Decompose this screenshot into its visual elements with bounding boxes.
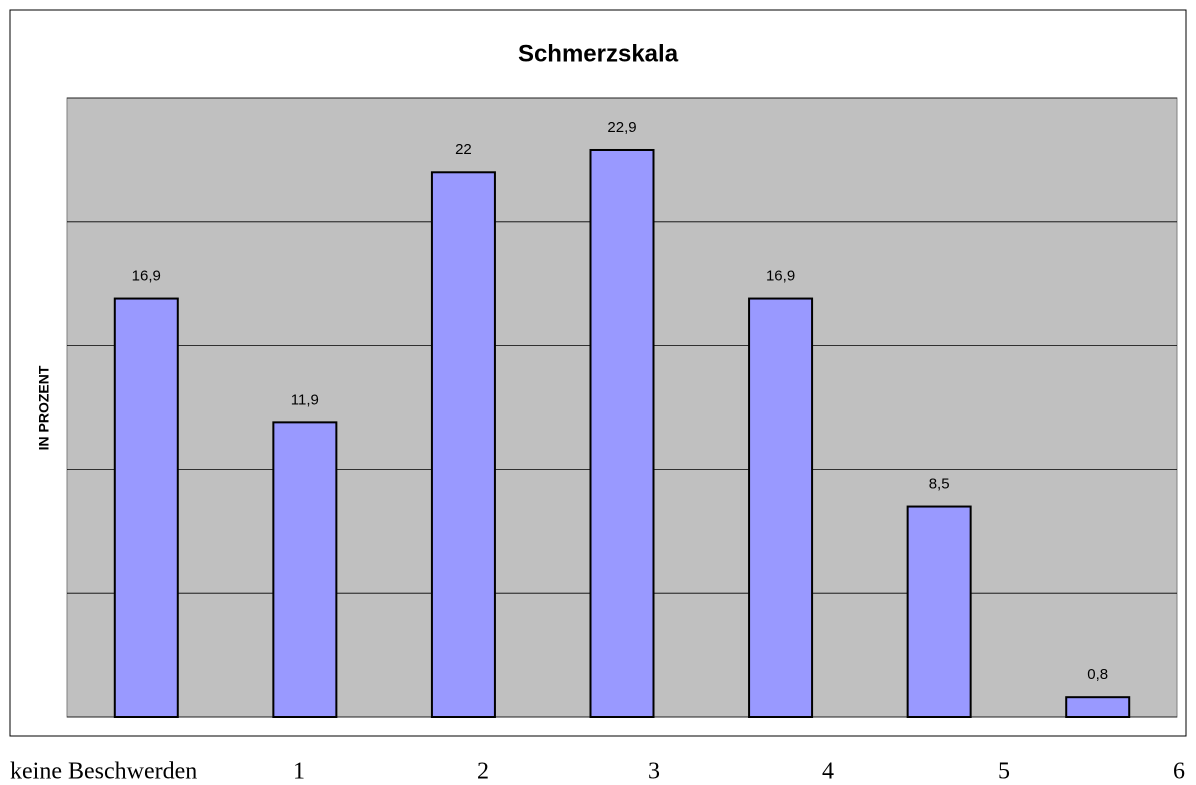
bar [430, 171, 496, 718]
bar [272, 421, 338, 718]
x-tick-label: 3 [648, 759, 660, 785]
bar [1065, 696, 1131, 719]
value-label: 22,9 [607, 119, 636, 136]
value-label: 8,5 [929, 476, 950, 493]
bar [589, 148, 655, 719]
x-tick-label: keine Beschwerden [10, 759, 197, 785]
value-label: 16,9 [132, 268, 161, 285]
value-label: 11,9 [291, 391, 319, 408]
x-tick-label: 1 [293, 759, 305, 785]
x-tick-label: 4 [822, 759, 834, 785]
x-tick-label: 6 [1173, 759, 1185, 785]
x-tick-label: 5 [998, 759, 1010, 785]
chart-title: Schmerzskala [518, 40, 679, 67]
bar [748, 297, 814, 718]
bar [906, 505, 972, 719]
y-axis-label: IN PROZENT [36, 365, 52, 450]
value-label: 16,9 [766, 268, 795, 285]
value-label: 22 [455, 141, 472, 158]
bar [113, 297, 179, 718]
value-label: 0,8 [1087, 666, 1108, 683]
x-tick-label: 2 [477, 759, 489, 785]
